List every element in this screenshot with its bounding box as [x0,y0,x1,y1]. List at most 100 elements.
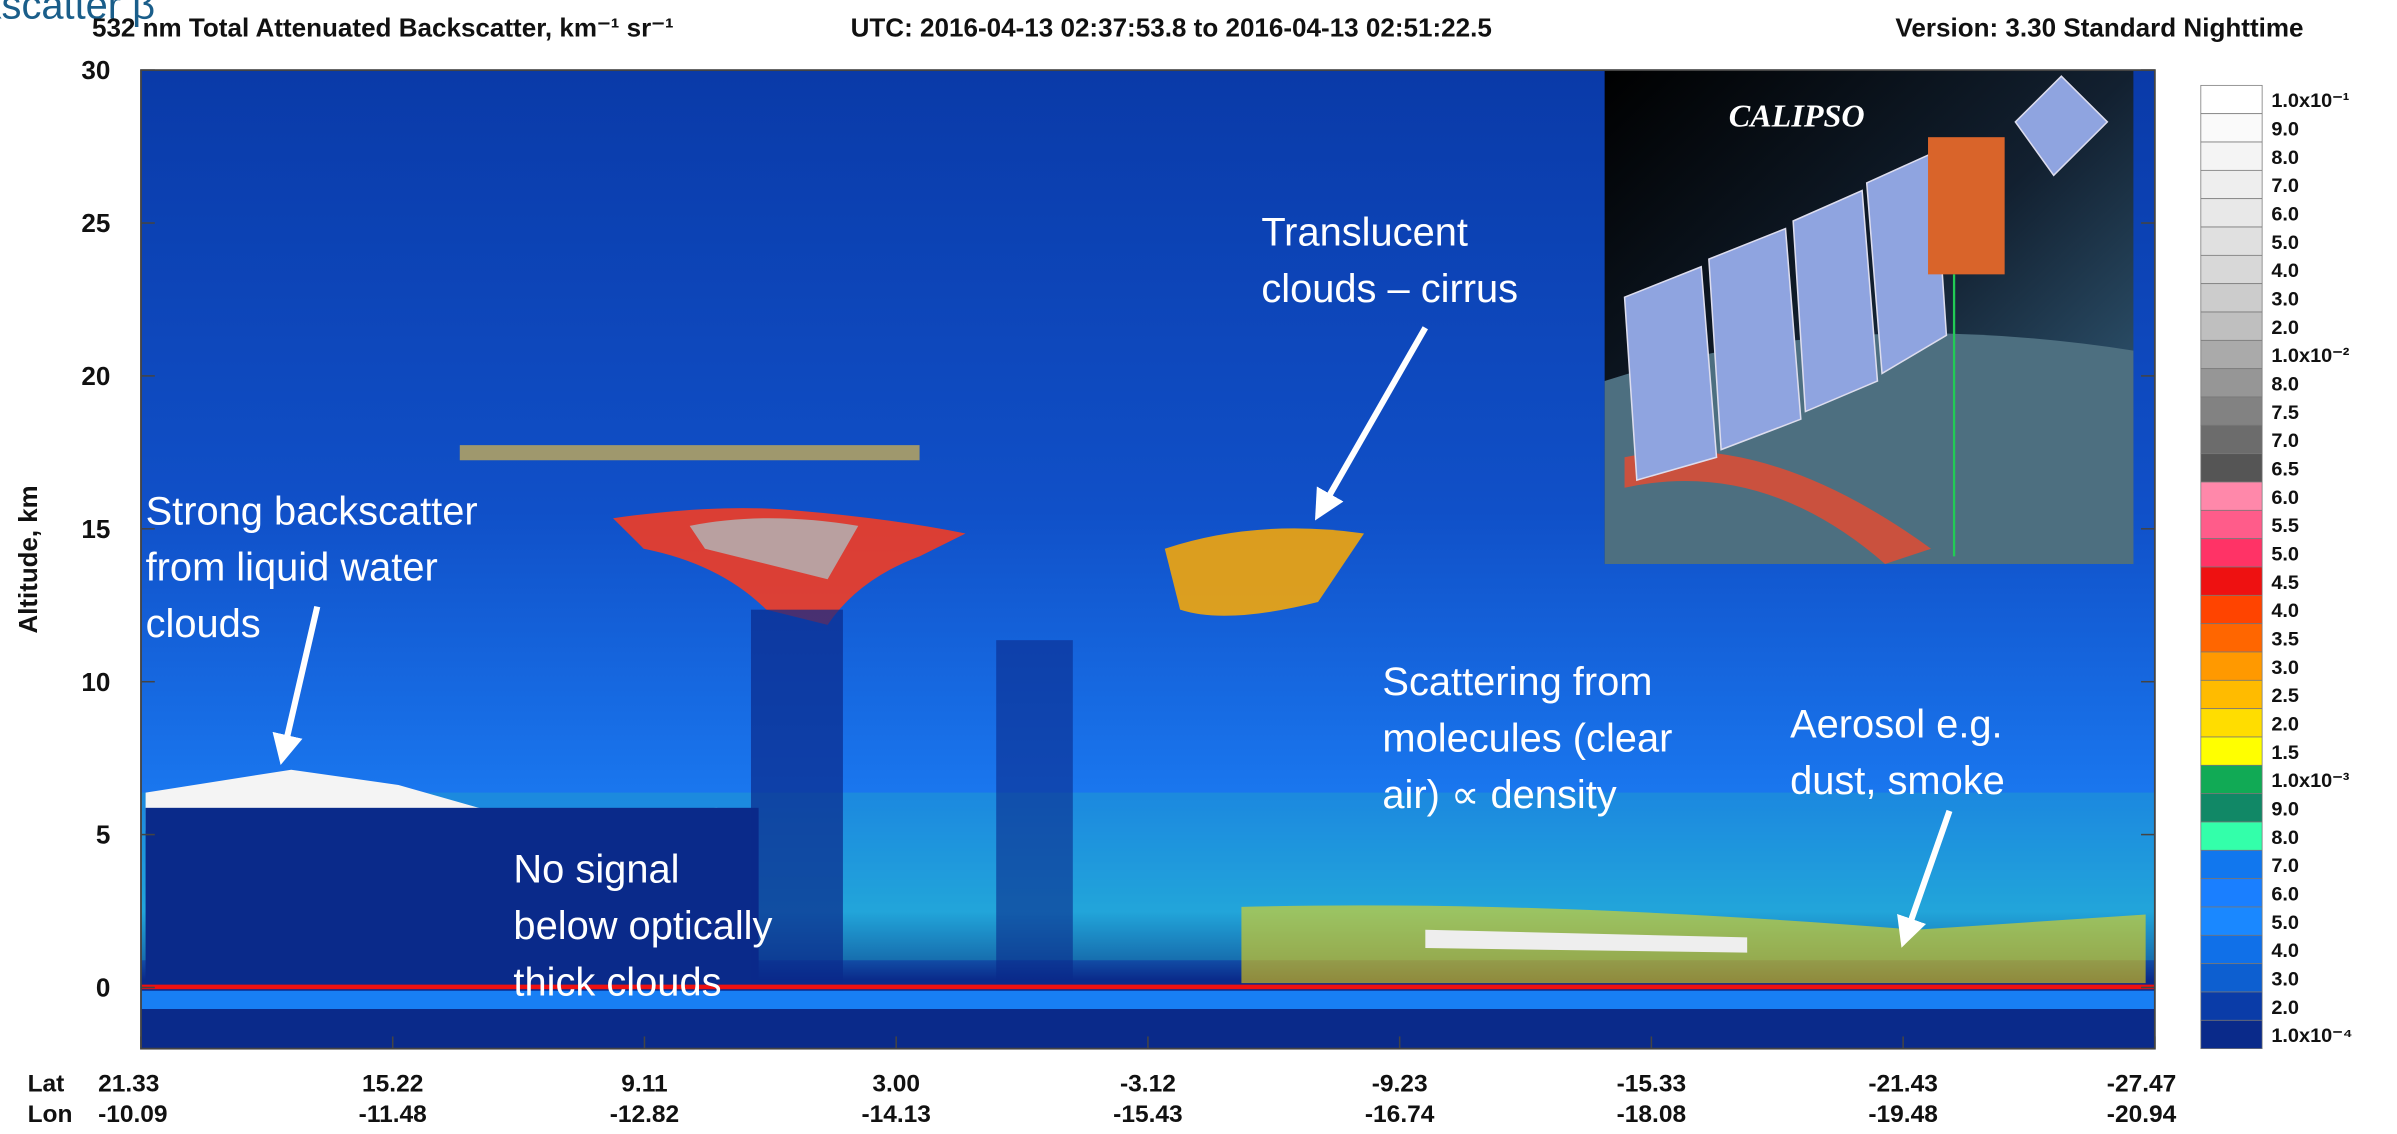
lon-label: -14.13 [861,1101,930,1128]
y-tick-label: 10 [81,667,110,697]
y-axis-label: Altitude, km [13,485,43,633]
inset: CALIPSO [1605,70,2134,564]
colorbar-swatch [2201,709,2262,737]
colorbar-swatch [2201,907,2262,935]
y-tick-label: 15 [81,514,110,544]
colorbar-swatch [2201,369,2262,397]
y-tick-label: 25 [81,208,110,238]
y-tick-label: 0 [96,973,110,1003]
lat-label: -15.33 [1617,1070,1686,1097]
annotation: air) ∝ density [1382,773,1616,817]
colorbar-label: 1.0x10⁻³ [2271,770,2349,792]
lat-label: -27.47 [2107,1070,2176,1097]
colorbar-label: 1.0x10⁻¹ [2271,90,2349,112]
lat-label: 21.33 [98,1070,159,1097]
colorbar-swatch [2201,312,2262,340]
colorbar-label: 5.0 [2271,544,2299,566]
y-tick-label: 30 [81,55,110,85]
colorbar-label: 3.5 [2271,628,2299,650]
colorbar-swatch [2201,85,2262,113]
colorbar-label: 7.0 [2271,855,2299,877]
colorbar-label: 2.0 [2271,713,2299,735]
colorbar-swatch [2201,624,2262,652]
colorbar-swatch [2201,142,2262,170]
lon-label: -19.48 [1868,1101,1937,1128]
x-row-label: Lat [28,1070,65,1097]
colorbar-label: 8.0 [2271,147,2299,169]
annotation: Aerosol e.g. [1790,703,2003,747]
y-tick-label: 5 [96,820,110,850]
version: Version: 3.30 Standard Nighttime [1895,13,2303,43]
colorbar-swatch [2201,227,2262,255]
annotation: clouds – cirrus [1261,267,1518,311]
colorbar-label: 9.0 [2271,798,2299,820]
colorbar-swatch [2201,397,2262,425]
colorbar-swatch [2201,879,2262,907]
colorbar-swatch [2201,652,2262,680]
annotation: from liquid water [146,546,438,590]
colorbar-swatch [2201,680,2262,708]
colorbar-swatch [2201,737,2262,765]
colorbar-label: 3.0 [2271,289,2299,311]
colorbar-swatch [2201,539,2262,567]
colorbar-swatch [2201,765,2262,793]
colorbar-swatch [2201,794,2262,822]
colorbar-label: 4.5 [2271,572,2299,594]
colorbar-label: 4.0 [2271,600,2299,622]
colorbar-label: 4.0 [2271,260,2299,282]
colorbar-label: 6.0 [2271,487,2299,509]
chart-title: 532 nm Total Attenuated Backscatter, km⁻… [92,13,674,43]
colorbar-label: 1.0x10⁻⁴ [2271,1025,2352,1047]
lat-label: 15.22 [362,1070,423,1097]
colorbar-label: 2.0 [2271,997,2299,1019]
colorbar-swatch [2201,284,2262,312]
annotation: Translucent [1261,210,1468,254]
colorbar-label: 7.0 [2271,430,2299,452]
colorbar-label: 7.0 [2271,175,2299,197]
colorbar-swatch [2201,567,2262,595]
colorbar-label: 7.5 [2271,402,2299,424]
colorbar-label: 2.0 [2271,317,2299,339]
colorbar-label: 5.5 [2271,515,2299,537]
annotation: No signal [513,848,679,892]
lon-label: -11.48 [359,1101,427,1128]
colorbar-swatch [2201,454,2262,482]
colorbar-swatch [2201,935,2262,963]
inset-label: CALIPSO [1729,98,1865,134]
colorbar-label: 3.0 [2271,968,2299,990]
lat-label: -9.23 [1372,1070,1428,1097]
colorbar-swatch [2201,482,2262,510]
colorbar-label: 1.0x10⁻² [2271,345,2349,367]
annotation: below optically [513,904,772,948]
colorbar-label: 2.5 [2271,685,2299,707]
colorbar-swatch [2201,170,2262,198]
lon-label: -15.43 [1113,1101,1182,1128]
colorbar-swatch [2201,992,2262,1020]
colorbar-label: 6.5 [2271,459,2299,481]
lat-label: 9.11 [621,1070,667,1097]
colorbar-label: 9.0 [2271,119,2299,141]
colorbar-label: 5.0 [2271,912,2299,934]
x-row-label: Lon [28,1101,73,1128]
colorbar-label: 5.0 [2271,232,2299,254]
annotation: clouds [146,602,261,646]
lon-label: -20.94 [2107,1101,2177,1128]
colorbar-swatch [2201,114,2262,142]
chart: kscatter β' 532 nm Total Attenuated Back… [0,0,2397,1134]
colorbar-swatch [2201,255,2262,283]
time-range: UTC: 2016-04-13 02:37:53.8 to 2016-04-13… [851,13,1492,43]
colorbar-swatch [2201,425,2262,453]
colorbar-swatch [2201,964,2262,992]
y-tick-label: 20 [81,361,110,391]
colorbar-swatch [2201,199,2262,227]
lat-label: -3.12 [1120,1070,1176,1097]
colorbar-swatch [2201,595,2262,623]
lon-label: -12.82 [610,1101,679,1128]
lon-label: -18.08 [1617,1101,1686,1128]
colorbar-label: 4.0 [2271,940,2299,962]
colorbar-label: 8.0 [2271,374,2299,396]
colorbar-label: 3.0 [2271,657,2299,679]
colorbar-label: 8.0 [2271,827,2299,849]
annotation: Scattering from [1382,660,1652,704]
colorbar-swatch [2201,340,2262,368]
